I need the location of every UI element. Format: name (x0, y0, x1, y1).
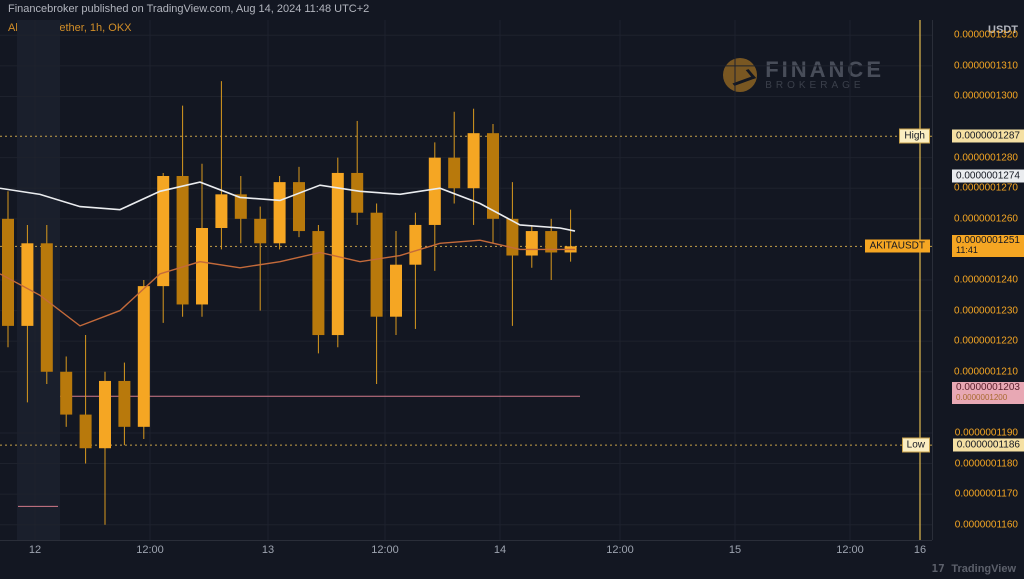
y-tick: 0.0000001260 (954, 213, 1018, 224)
x-tick: 12:00 (371, 544, 399, 556)
y-tick: 0.0000001160 (955, 519, 1018, 530)
tradingview-logo-text: 17 TradingView (932, 562, 1016, 575)
y-tick: 0.0000001310 (954, 60, 1018, 71)
x-tick: 12 (29, 544, 41, 556)
symbol-tag: AKITAUSDT (865, 240, 930, 253)
price-marker: 0.0000001186 (953, 439, 1024, 452)
price-marker: 0.00000012030.0000001200 (952, 382, 1024, 404)
price-marker: 0.0000001287 (952, 130, 1024, 143)
y-tick: 0.0000001300 (954, 91, 1018, 102)
x-axis: 12 12:00 13 12:00 14 12:00 15 12:00 16 (0, 540, 932, 560)
y-tick: 0.0000001280 (954, 152, 1018, 163)
price-marker: 0.000000125111:41 (952, 235, 1024, 257)
y-tick: 0.0000001240 (954, 275, 1018, 286)
x-tick: 12:00 (136, 544, 164, 556)
y-tick: 0.0000001180 (955, 458, 1018, 469)
x-tick: 14 (494, 544, 506, 556)
y-tick: 0.0000001270 (954, 183, 1018, 194)
y-axis: USDT 0.00000013200.00000013100.000000130… (932, 20, 1024, 540)
range-tag: High (899, 129, 930, 144)
y-tick: 0.0000001220 (954, 336, 1018, 347)
price-chart[interactable] (0, 20, 932, 540)
y-tick: 0.0000001210 (954, 366, 1018, 377)
y-tick: 0.0000001190 (955, 427, 1018, 438)
y-tick: 0.0000001230 (954, 305, 1018, 316)
y-tick: 0.0000001170 (955, 489, 1018, 500)
x-tick: 15 (729, 544, 741, 556)
price-marker: 0.0000001274 (952, 170, 1024, 183)
x-tick: 12:00 (606, 544, 634, 556)
publisher-header: Financebroker published on TradingView.c… (0, 0, 1024, 20)
range-tag: Low (902, 438, 930, 453)
x-tick: 16 (914, 544, 926, 556)
x-tick: 13 (262, 544, 274, 556)
x-tick: 12:00 (836, 544, 864, 556)
y-tick: 0.0000001320 (954, 30, 1018, 41)
chart-root: Financebroker published on TradingView.c… (0, 0, 1024, 579)
